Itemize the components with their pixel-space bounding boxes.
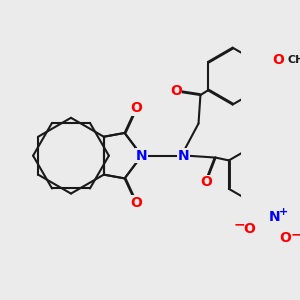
Text: O: O — [280, 231, 292, 245]
Text: O: O — [244, 222, 256, 236]
Text: −: − — [233, 218, 245, 232]
Text: O: O — [130, 196, 142, 210]
Text: O: O — [200, 175, 212, 189]
Text: N: N — [178, 149, 189, 163]
Text: +: + — [279, 207, 288, 217]
Text: O: O — [170, 84, 182, 98]
Text: O: O — [272, 53, 284, 67]
Text: O: O — [130, 101, 142, 115]
Text: CH₃: CH₃ — [288, 55, 300, 65]
Text: −: − — [290, 227, 300, 241]
Text: N: N — [268, 210, 280, 224]
Text: N: N — [136, 149, 148, 163]
